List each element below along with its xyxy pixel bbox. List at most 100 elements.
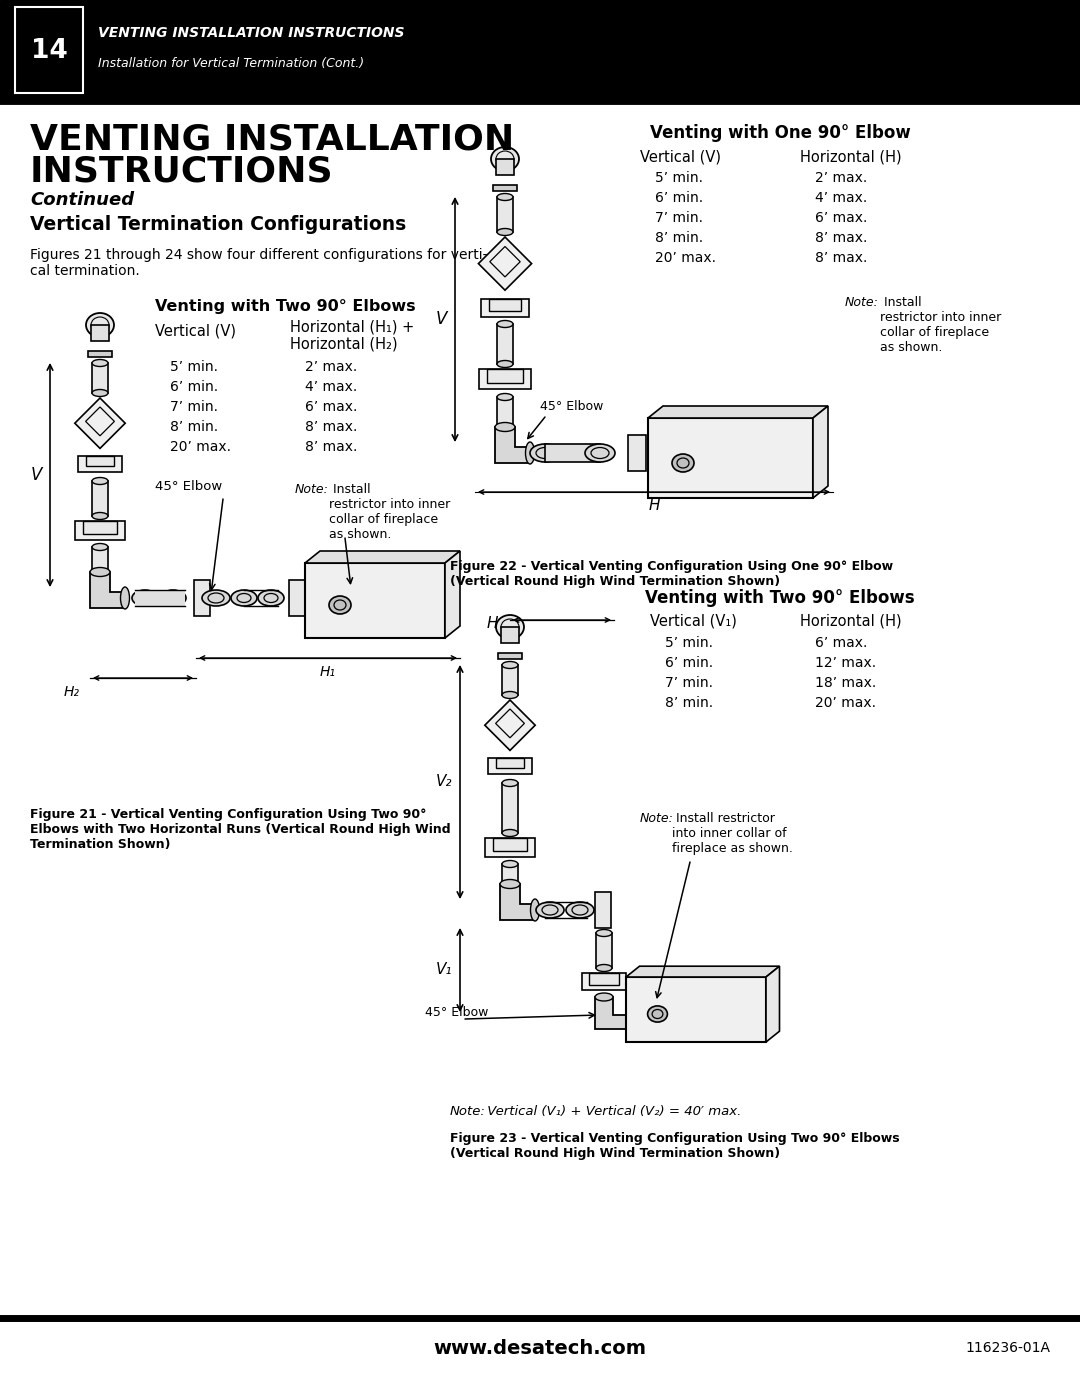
Text: Horizontal (H₁) +: Horizontal (H₁) +	[291, 320, 415, 334]
Polygon shape	[445, 550, 460, 638]
Text: 2’ max.: 2’ max.	[815, 170, 867, 184]
Ellipse shape	[92, 359, 108, 366]
Text: Figure 21 - Vertical Venting Configuration Using Two 90°
Elbows with Two Horizon: Figure 21 - Vertical Venting Configurati…	[30, 807, 450, 851]
Bar	[0, 0, 1080, 101]
Ellipse shape	[497, 360, 513, 367]
Text: Venting with Two 90° Elbows: Venting with Two 90° Elbows	[645, 590, 915, 608]
Ellipse shape	[497, 394, 513, 401]
Text: V: V	[30, 467, 42, 483]
Ellipse shape	[497, 229, 513, 236]
Ellipse shape	[648, 1006, 667, 1023]
Text: Installation for Vertical Termination (Cont.): Installation for Vertical Termination (C…	[98, 57, 364, 70]
Text: Figure 22 - Vertical Venting Configuration Using One 90° Elbow
(Vertical Round H: Figure 22 - Vertical Venting Configurati…	[450, 560, 893, 588]
Bar	[488, 759, 532, 774]
Polygon shape	[595, 997, 626, 1030]
Text: 4’ max.: 4’ max.	[305, 380, 357, 394]
Ellipse shape	[497, 194, 513, 201]
Text: Figure 23 - Vertical Venting Configuration Using Two 90° Elbows
(Vertical Round : Figure 23 - Vertical Venting Configurati…	[450, 1132, 900, 1160]
Text: Install restrictor
into inner collar of
fireplace as shown.: Install restrictor into inner collar of …	[672, 812, 793, 855]
Ellipse shape	[92, 513, 108, 520]
Bar	[648, 418, 813, 497]
Text: 45° Elbow: 45° Elbow	[540, 401, 604, 414]
Ellipse shape	[502, 880, 518, 887]
Text: 18’ max.: 18’ max.	[815, 676, 876, 690]
Text: 8’ min.: 8’ min.	[170, 420, 218, 434]
Text: Vertical (V): Vertical (V)	[156, 324, 237, 338]
Text: VENTING INSTALLATION: VENTING INSTALLATION	[30, 123, 514, 156]
Text: 6’ min.: 6’ min.	[654, 191, 703, 205]
Ellipse shape	[530, 444, 561, 462]
Bar	[15, 7, 83, 94]
Text: Install
restrictor into inner
collar of fireplace
as shown.: Install restrictor into inner collar of …	[329, 483, 450, 541]
Bar	[626, 977, 766, 1042]
Bar	[194, 580, 210, 616]
Text: V₂: V₂	[435, 774, 453, 789]
Ellipse shape	[92, 390, 108, 397]
Text: 6’ min.: 6’ min.	[665, 657, 713, 671]
Text: 20’ max.: 20’ max.	[654, 251, 716, 265]
Ellipse shape	[502, 830, 518, 837]
Text: www.desatech.com: www.desatech.com	[433, 1338, 647, 1358]
Text: Vertical (V): Vertical (V)	[640, 149, 721, 165]
Polygon shape	[500, 884, 535, 921]
Ellipse shape	[497, 320, 513, 327]
Text: Figures 21 through 24 show four different configurations for verti-
cal terminat: Figures 21 through 24 show four differen…	[30, 249, 487, 278]
Text: Horizontal (H): Horizontal (H)	[800, 149, 902, 165]
Text: 20’ max.: 20’ max.	[815, 696, 876, 710]
Text: 45° Elbow: 45° Elbow	[426, 1006, 488, 1018]
Text: H: H	[486, 616, 498, 631]
Polygon shape	[495, 427, 530, 462]
Text: 8’ max.: 8’ max.	[815, 251, 867, 265]
Text: H₂: H₂	[64, 685, 80, 698]
Text: 8’ min.: 8’ min.	[654, 231, 703, 244]
Ellipse shape	[231, 590, 257, 606]
Text: Horizontal (H₂): Horizontal (H₂)	[291, 337, 397, 352]
Text: 5’ min.: 5’ min.	[654, 170, 703, 184]
Ellipse shape	[495, 422, 515, 432]
Ellipse shape	[160, 590, 186, 606]
Bar	[545, 444, 600, 462]
Bar	[91, 326, 109, 341]
Bar	[502, 665, 518, 694]
Ellipse shape	[132, 590, 158, 606]
Bar	[289, 580, 305, 616]
Text: 8’ max.: 8’ max.	[815, 231, 867, 244]
Text: Vertical Termination Configurations: Vertical Termination Configurations	[30, 215, 406, 233]
Bar	[497, 324, 513, 365]
Text: 8’ max.: 8’ max.	[305, 420, 357, 434]
Text: 7’ min.: 7’ min.	[654, 211, 703, 225]
Bar	[582, 972, 626, 990]
Bar	[545, 426, 600, 444]
Bar	[83, 521, 117, 534]
Ellipse shape	[500, 880, 519, 888]
Bar	[492, 838, 527, 851]
Bar	[86, 455, 114, 467]
Bar	[489, 299, 521, 312]
Text: 4’ max.: 4’ max.	[815, 191, 867, 205]
Polygon shape	[813, 407, 828, 497]
Bar	[498, 652, 522, 659]
Bar	[305, 563, 445, 638]
Bar	[595, 893, 611, 928]
Text: Continued: Continued	[30, 191, 134, 210]
Text: V: V	[435, 310, 447, 328]
Ellipse shape	[502, 692, 518, 698]
Bar	[496, 759, 524, 768]
Ellipse shape	[92, 543, 108, 550]
Bar	[92, 548, 108, 571]
Ellipse shape	[536, 902, 564, 918]
Ellipse shape	[672, 454, 694, 472]
Ellipse shape	[502, 861, 518, 868]
Bar	[487, 369, 523, 383]
Text: 8’ max.: 8’ max.	[305, 440, 357, 454]
Ellipse shape	[596, 964, 612, 971]
Text: 6’ max.: 6’ max.	[815, 636, 867, 650]
Bar	[78, 455, 122, 472]
Ellipse shape	[530, 900, 540, 921]
Ellipse shape	[496, 615, 524, 638]
Ellipse shape	[595, 993, 613, 1002]
Text: 5’ min.: 5’ min.	[665, 636, 713, 650]
Bar	[502, 863, 518, 884]
Polygon shape	[75, 398, 125, 448]
Text: 20’ max.: 20’ max.	[170, 440, 231, 454]
